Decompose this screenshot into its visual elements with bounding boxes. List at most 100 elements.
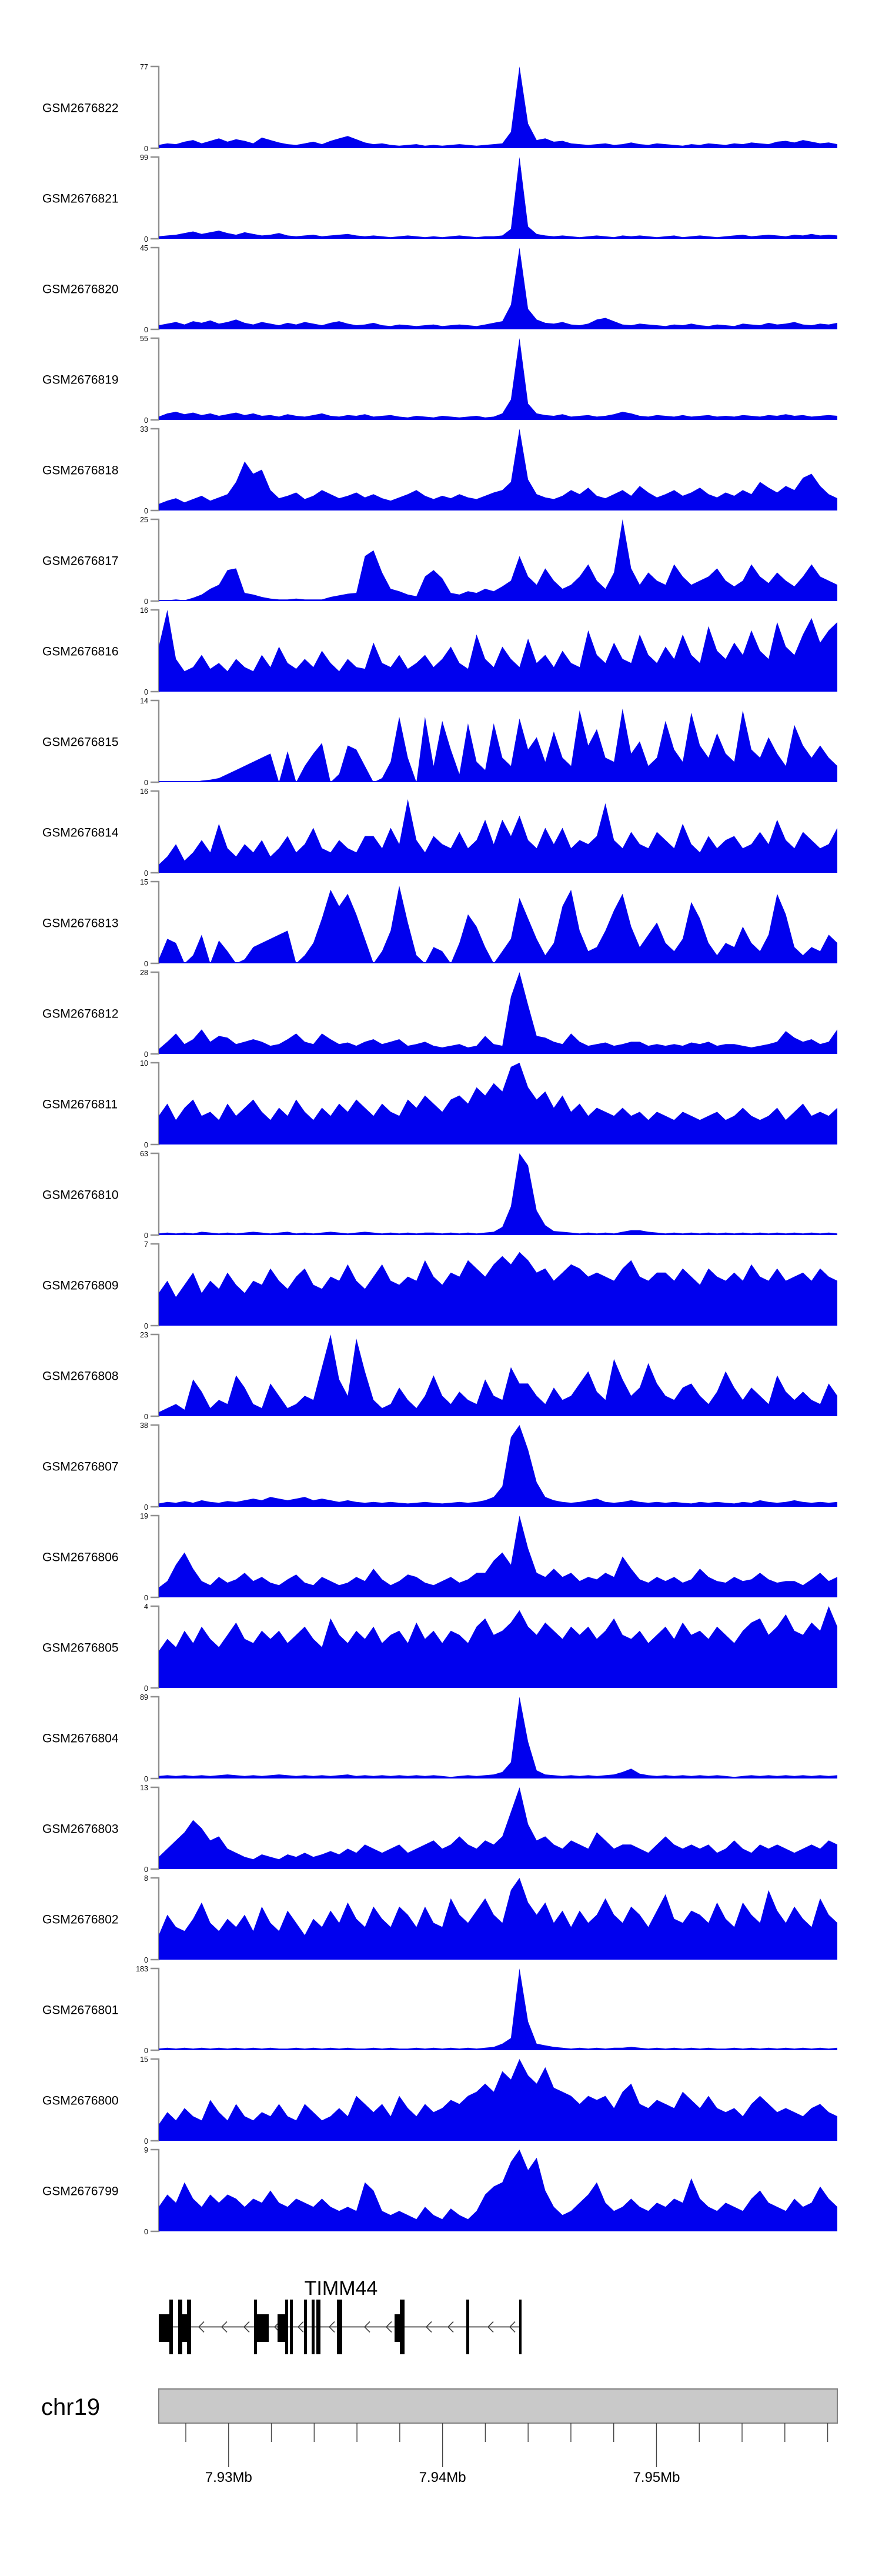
signal-area	[159, 1968, 837, 2050]
track-label: GSM2676813	[42, 917, 119, 930]
y-axis-line	[151, 1605, 160, 1689]
signal-track-row: GSM2676809 7 0	[42, 1240, 837, 1330]
y-axis-zero-value: 0	[144, 1141, 148, 1149]
gene-annotation-track: TIMM44	[159, 2277, 522, 2354]
track-label: GSM2676820	[42, 283, 119, 296]
y-axis-max-value: 33	[140, 425, 148, 433]
y-axis-max-value: 63	[140, 1150, 148, 1158]
signal-track-row: GSM2676819 55 0	[42, 335, 837, 425]
gene-exon-box	[265, 2314, 269, 2342]
y-axis-line	[151, 2148, 160, 2233]
y-axis-line	[151, 1152, 160, 1236]
track-label: GSM2676804	[42, 1732, 119, 1746]
track-label: GSM2676806	[42, 1551, 119, 1564]
signal-area	[159, 2059, 837, 2141]
signal-track-row: GSM2676805 4 0	[42, 1603, 837, 1693]
y-axis-line	[151, 1062, 160, 1146]
y-axis-max-value: 38	[140, 1422, 148, 1430]
signal-track-row: GSM2676803 13 0	[42, 1784, 837, 1874]
track-label: GSM2676817	[42, 555, 119, 568]
signal-baseline	[159, 1324, 837, 1326]
signal-track-row: GSM2676800 15 0	[42, 2056, 837, 2145]
signal-area	[159, 1252, 837, 1326]
signal-track-row: GSM2676820 45 0	[42, 244, 837, 334]
y-axis-zero-value: 0	[144, 869, 148, 877]
y-axis-zero-value: 0	[144, 2047, 148, 2055]
signal-baseline	[159, 2230, 837, 2231]
gene-exon-box	[304, 2300, 307, 2354]
chromosome-ruler: chr19 7.93Mb 7.94Mb 7.95Mb	[41, 2388, 838, 2485]
y-axis-max-value: 19	[140, 1512, 148, 1520]
track-label: GSM2676801	[42, 2004, 119, 2017]
chromosome-name-label: chr19	[41, 2394, 100, 2420]
y-axis-max-value: 77	[140, 63, 148, 71]
y-axis-max-value: 13	[140, 1784, 148, 1792]
signal-area	[159, 1878, 837, 1960]
signal-tracks-group: GSM2676822770GSM2676821990GSM2676820450G…	[42, 63, 837, 2236]
y-axis-zero-value: 0	[144, 779, 148, 787]
signal-area	[159, 610, 837, 692]
signal-area	[159, 1153, 837, 1235]
track-label: GSM2676819	[42, 373, 119, 387]
signal-area	[159, 519, 837, 601]
track-label: GSM2676811	[42, 1098, 118, 1112]
gene-exon-box	[285, 2300, 288, 2354]
track-label: GSM2676814	[42, 826, 119, 840]
y-axis-max-value: 15	[140, 2056, 148, 2064]
signal-baseline	[159, 872, 837, 873]
signal-track-row: GSM2676810 63 0	[42, 1150, 837, 1240]
y-axis-max-value: 10	[140, 1059, 148, 1067]
gene-exon-box	[169, 2300, 173, 2354]
y-axis-line	[151, 337, 160, 421]
y-axis-line	[151, 2058, 160, 2142]
y-axis-line	[151, 1333, 160, 1417]
signal-baseline	[159, 238, 837, 239]
signal-area	[159, 1063, 837, 1144]
gene-exon-box	[159, 2314, 169, 2342]
signal-track-row: GSM2676808 23 0	[42, 1331, 837, 1421]
signal-area	[159, 972, 837, 1054]
signal-baseline	[159, 2140, 837, 2141]
strand-direction-arrow-icon	[363, 2321, 370, 2333]
signal-track-row: GSM2676822 77 0	[42, 63, 837, 153]
strand-direction-arrow-icon	[198, 2321, 205, 2333]
y-axis-line	[151, 518, 160, 602]
ruler-tick-label: 7.94Mb	[419, 2470, 466, 2485]
track-label: GSM2676822	[42, 102, 119, 115]
signal-area	[159, 1516, 837, 1597]
y-axis-max-value: 45	[140, 244, 148, 252]
y-axis-zero-value: 0	[144, 2228, 148, 2236]
signal-baseline	[159, 600, 837, 601]
y-axis-line	[151, 699, 160, 783]
signal-track-row: GSM2676813 15 0	[42, 878, 837, 968]
signal-baseline	[159, 1143, 837, 1144]
y-axis-zero-value: 0	[144, 416, 148, 425]
signal-baseline	[159, 1958, 837, 1960]
y-axis-line	[151, 1967, 160, 2051]
strand-direction-arrow-icon	[385, 2321, 392, 2333]
signal-track-row: GSM2676812 28 0	[42, 969, 837, 1059]
y-axis-max-value: 16	[140, 606, 148, 615]
y-axis-line	[151, 428, 160, 512]
y-axis-line	[151, 971, 160, 1055]
gene-exon-box	[400, 2300, 405, 2354]
gene-exon-box	[178, 2300, 182, 2354]
y-axis-max-value: 16	[140, 788, 148, 796]
y-axis-line	[151, 1786, 160, 1870]
signal-baseline	[159, 1777, 837, 1778]
y-axis-zero-value: 0	[144, 1956, 148, 1964]
signal-area	[159, 799, 837, 873]
y-axis-zero-value: 0	[144, 1594, 148, 1602]
y-axis-line	[151, 65, 160, 149]
y-axis-max-value: 23	[140, 1331, 148, 1339]
y-axis-max-value: 183	[136, 1965, 148, 1973]
track-label: GSM2676802	[42, 1913, 119, 1927]
track-label: GSM2676803	[42, 1823, 119, 1836]
ruler-tick-label: 7.95Mb	[633, 2470, 680, 2485]
y-axis-max-value: 99	[140, 154, 148, 162]
signal-track-row: GSM2676816 16 0	[42, 606, 837, 696]
y-axis-zero-value: 0	[144, 1684, 148, 1693]
signal-baseline	[159, 1234, 837, 1235]
signal-area	[159, 886, 837, 963]
